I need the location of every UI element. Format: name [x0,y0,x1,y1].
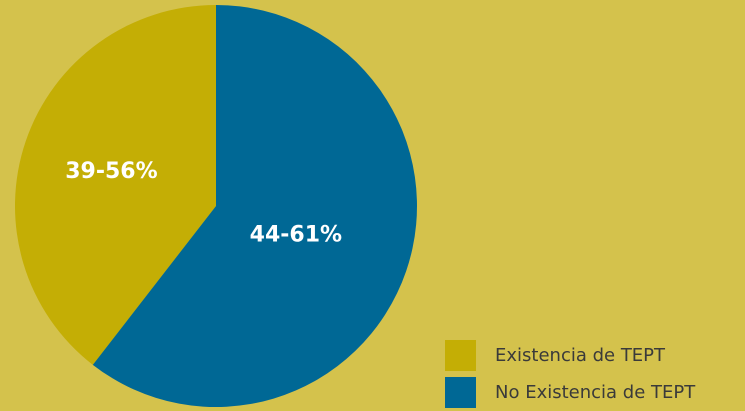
legend: Existencia de TEPT No Existencia de TEPT [445,337,695,411]
data-label-no-existencia: 44-61% [250,222,342,247]
pie-slice-no-existencia [92,5,417,407]
data-label-existencia: 39-56% [65,159,157,184]
legend-item-no-existencia: No Existencia de TEPT [445,374,695,411]
legend-label-no-existencia: No Existencia de TEPT [495,382,696,403]
legend-label-existencia: Existencia de TEPT [495,345,666,366]
legend-swatch-no-existencia [445,377,476,408]
legend-swatch-existencia [445,340,476,371]
pie-slice-existencia [14,5,217,365]
legend-item-existencia: Existencia de TEPT [445,337,695,374]
